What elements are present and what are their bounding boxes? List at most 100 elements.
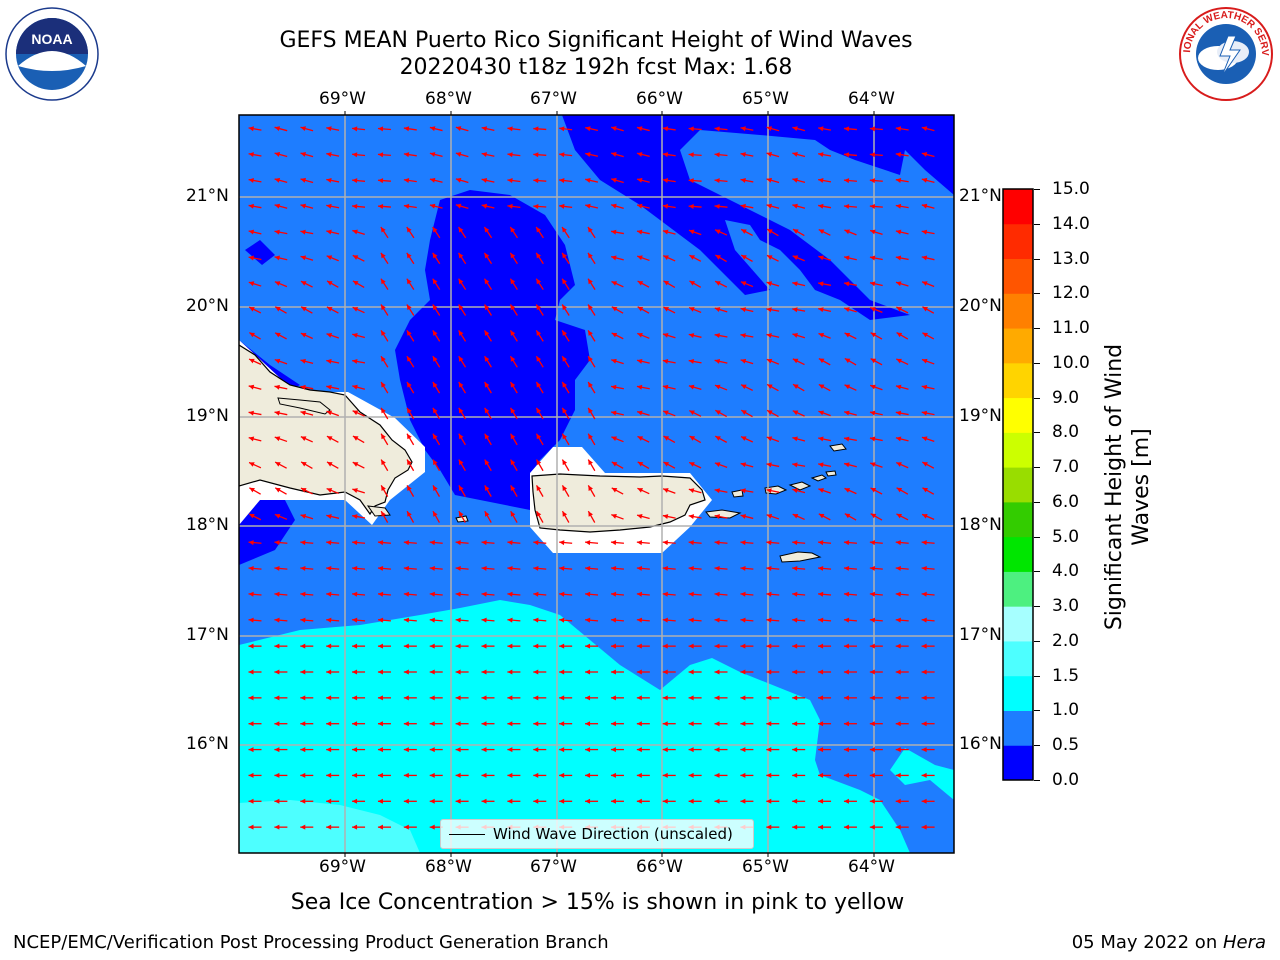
wave-arrow-head [507, 152, 513, 158]
wave-arrow-head [429, 617, 435, 623]
wave-arrow-head [536, 485, 542, 491]
wave-arrow-head [895, 617, 901, 623]
wave-arrow-head [455, 203, 462, 209]
wave-arrow-head [300, 617, 306, 623]
wave-arrow-head [380, 278, 386, 285]
wave-arrow-head [407, 459, 412, 466]
wave-arrow-head [921, 824, 927, 830]
colorbar-tick [1034, 536, 1040, 538]
wave-arrow-head [896, 487, 903, 493]
wave-arrow-head [300, 410, 306, 416]
colorbar-title-line2: Waves [m] [1129, 428, 1154, 546]
colorbar-tick-label: 2.0 [1052, 630, 1080, 651]
wave-arrow-head [455, 591, 461, 597]
wave-arrow-head [921, 643, 927, 649]
wave-arrow-head [562, 227, 567, 233]
wave-arrow-head [352, 565, 358, 571]
wave-arrow-head [352, 514, 358, 520]
wave-arrow-head [766, 152, 772, 157]
wave-arrow-head [377, 824, 383, 830]
wave-arrow-head [381, 407, 386, 414]
wave-arrow-head [433, 511, 438, 517]
wave-arrow-head [637, 177, 643, 183]
wave-arrow-head [300, 152, 306, 157]
wave-arrow-head [481, 772, 487, 778]
wave-arrow-head [740, 591, 746, 597]
wave-arrow-head [300, 824, 306, 830]
wave-arrow-head [381, 485, 386, 491]
wave-arrow-head [377, 721, 383, 727]
wave-arrow-head [248, 203, 254, 209]
wave-arrow-head [740, 669, 746, 675]
wave-arrow-head [843, 695, 849, 701]
wave-arrow-head [715, 229, 721, 235]
wave-arrow-head [869, 695, 875, 701]
wave-arrow-head [377, 565, 384, 571]
wave-arrow-head [274, 643, 280, 649]
wave-arrow-head [637, 332, 643, 338]
wave-arrow-head [818, 126, 824, 132]
wave-arrow-head [300, 721, 306, 727]
colorbar [1002, 188, 1034, 781]
colorbar-tick [1034, 780, 1040, 781]
wave-arrow-head [870, 229, 876, 235]
colorbar-tick-label: 5.0 [1052, 526, 1080, 547]
wave-arrow-head [843, 565, 850, 571]
wave-arrow-head [637, 126, 643, 132]
wave-arrow-head [662, 565, 668, 571]
wave-arrow-head [481, 126, 488, 132]
colorbar-segment [1003, 293, 1033, 329]
wave-arrow-head [740, 747, 746, 753]
wave-arrow-head [507, 643, 513, 649]
wave-arrow-head [818, 410, 824, 416]
wave-arrow-head [249, 332, 255, 338]
wave-arrow-head [895, 747, 901, 753]
lat-label-right: 20°N [959, 296, 1002, 316]
wave-arrow-head [326, 488, 333, 493]
wave-arrow-head [248, 772, 254, 778]
wave-arrow-head [432, 407, 438, 414]
footer-branch: NCEP/EMC/Verification Post Processing Pr… [13, 932, 609, 953]
wave-arrow-head [843, 643, 849, 649]
wave-arrow-head [818, 358, 825, 364]
wave-arrow-head [300, 358, 306, 364]
wave-arrow-head [585, 565, 591, 571]
lon-label-bottom: 68°W [425, 857, 472, 877]
wave-arrow-head [921, 540, 927, 546]
wave-arrow-head [377, 669, 383, 675]
wave-arrow-head [352, 617, 358, 623]
lon-label-bottom: 69°W [319, 857, 366, 877]
wave-arrow-head [248, 177, 254, 183]
wave-arrow-head [921, 229, 928, 235]
wave-arrow-head [429, 643, 435, 649]
wave-arrow-head [843, 152, 850, 158]
wave-arrow-head [507, 540, 513, 546]
wind-wave-arrows [248, 126, 935, 830]
colorbar-tick-label: 11.0 [1052, 318, 1090, 339]
wave-arrow-head [352, 824, 358, 830]
wave-arrow-head [455, 177, 462, 183]
wave-arrow-head [921, 798, 927, 804]
colorbar-tick-label: 9.0 [1052, 387, 1080, 408]
wave-arrow-head [689, 280, 696, 286]
wave-arrow-head [921, 126, 928, 132]
wave-arrow-head [380, 304, 386, 311]
wave-arrow-head [536, 330, 542, 336]
wave-arrow-head [896, 307, 902, 312]
wave-arrow-head [663, 436, 670, 441]
wave-arrow-head [610, 747, 616, 753]
wave-arrow-head [766, 255, 773, 260]
wave-arrow-head [792, 152, 798, 157]
wave-arrow-head [275, 332, 281, 338]
wave-arrow-head [611, 410, 617, 416]
lat-label-left: 18°N [186, 515, 229, 535]
colorbar-tick [1034, 501, 1040, 503]
wave-arrow-head [536, 278, 542, 285]
wave-arrow-head [869, 747, 875, 753]
wave-arrow-head [818, 332, 825, 338]
wave-arrow-head [588, 433, 593, 440]
wave-arrow-head [407, 433, 412, 440]
wave-arrow-head [403, 669, 409, 675]
wave-band-0-0.5-north [562, 115, 954, 320]
wave-arrow-head [562, 252, 567, 259]
